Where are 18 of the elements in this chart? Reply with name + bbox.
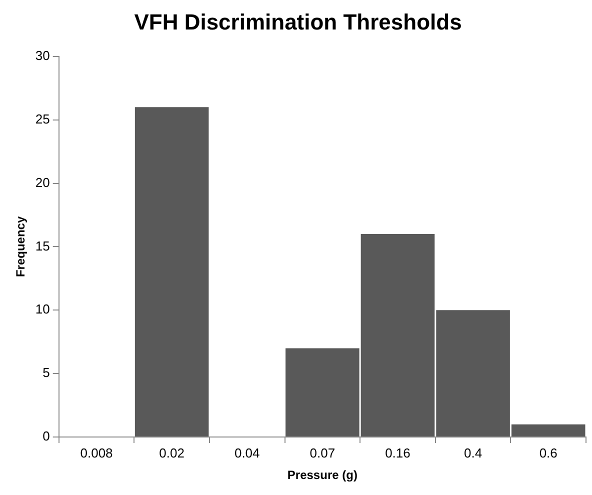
y-tick-label: 0 — [42, 428, 50, 444]
x-tick-label: 0.04 — [234, 445, 260, 460]
chart-title: VFH Discrimination Thresholds — [134, 9, 462, 34]
y-tick-label: 20 — [35, 174, 50, 190]
bar — [134, 107, 209, 436]
x-tick-label: 0.4 — [464, 445, 482, 460]
y-tick-label: 15 — [35, 238, 50, 254]
x-tick-label: 0.008 — [80, 445, 113, 460]
y-tick-label: 10 — [35, 302, 50, 317]
x-tick-label: 0.16 — [385, 445, 410, 460]
y-tick-label: 25 — [35, 111, 50, 126]
y-tick-label: 30 — [35, 48, 50, 63]
x-axis-title: Pressure (g) — [287, 468, 358, 482]
y-axis-title: Frequency — [14, 216, 28, 278]
y-tick-label: 5 — [42, 365, 50, 380]
x-tick-label: 0.07 — [310, 445, 336, 460]
x-tick-label: 0.6 — [539, 445, 558, 460]
x-tick-label: 0.02 — [159, 445, 184, 460]
